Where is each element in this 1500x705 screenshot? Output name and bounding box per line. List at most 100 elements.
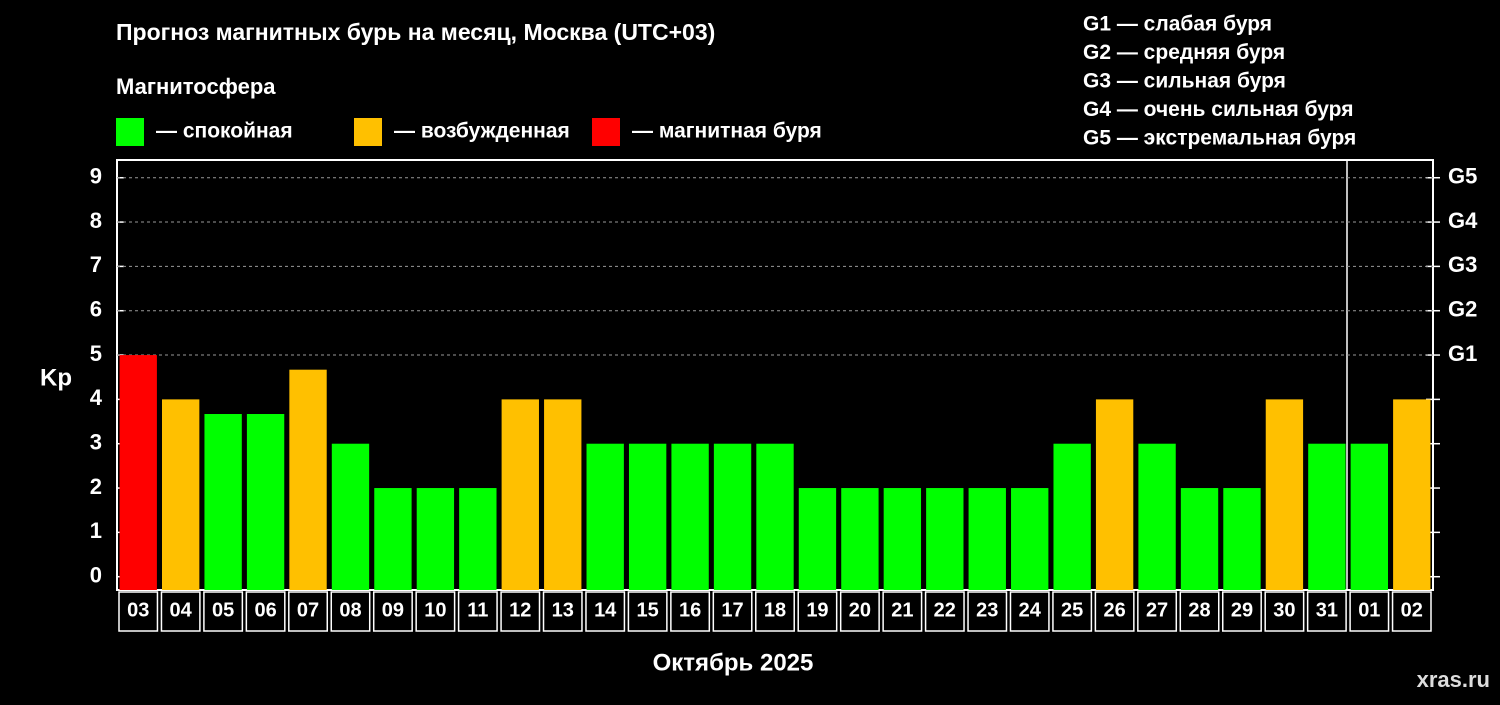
x-tick-label: 05 — [212, 599, 234, 621]
x-tick-box — [160, 591, 201, 632]
bar — [119, 355, 157, 590]
x-tick-label: 29 — [1231, 599, 1253, 621]
x-tick-label: 13 — [552, 599, 574, 621]
scale-note: G2 — средняя буря — [1083, 41, 1285, 64]
y-tick-label: 7 — [90, 252, 102, 277]
x-tick-box — [500, 591, 541, 632]
x-tick-label: 16 — [679, 599, 701, 621]
x-tick-label: 18 — [764, 599, 786, 621]
x-tick-label: 12 — [509, 599, 531, 621]
x-tick-label: 20 — [849, 599, 871, 621]
y-tick-label: 1 — [90, 518, 102, 543]
x-tick-label: 11 — [467, 599, 488, 621]
y-tick-label: 5 — [90, 341, 102, 366]
x-tick-box — [330, 591, 371, 632]
y2-tick-label: G5 — [1448, 164, 1477, 189]
x-tick-label: 15 — [637, 599, 659, 621]
bar — [671, 443, 709, 590]
y-axis-label: Kp — [40, 364, 72, 391]
x-tick-box — [797, 591, 838, 632]
legend-swatch — [354, 118, 382, 146]
x-tick-label: 06 — [254, 599, 276, 621]
x-tick-label: 07 — [297, 599, 319, 621]
x-tick-box — [1306, 591, 1347, 632]
legend-label: — возбужденная — [394, 120, 570, 143]
y-tick-label: 2 — [90, 474, 102, 499]
bar — [1011, 488, 1049, 590]
x-tick-box — [924, 591, 965, 632]
x-tick-label: 31 — [1316, 599, 1338, 621]
y-tick-label: 9 — [90, 164, 102, 189]
y-tick-label: 4 — [90, 385, 103, 410]
x-tick-box — [1137, 591, 1178, 632]
x-tick-box — [118, 591, 159, 632]
x-tick-box — [627, 591, 668, 632]
x-tick-label: 24 — [1019, 599, 1042, 621]
x-tick-box — [1094, 591, 1135, 632]
x-tick-label: 17 — [721, 599, 743, 621]
bar — [1223, 488, 1261, 590]
x-tick-label: 25 — [1061, 599, 1083, 621]
bar — [798, 488, 837, 590]
x-tick-label: 04 — [170, 599, 193, 621]
bar — [756, 443, 794, 590]
y-tick-label: 0 — [90, 563, 102, 588]
x-tick-box — [967, 591, 1008, 632]
bar — [374, 488, 412, 590]
x-tick-box — [288, 591, 329, 632]
legend-label: — магнитная буря — [632, 120, 822, 143]
chart-title: Прогноз магнитных бурь на месяц, Москва … — [116, 19, 715, 45]
bar — [1138, 443, 1176, 590]
scale-note: G1 — слабая буря — [1083, 13, 1272, 36]
y2-tick-label: G2 — [1448, 297, 1477, 322]
x-tick-box — [585, 591, 626, 632]
x-tick-box — [839, 591, 880, 632]
bar — [1180, 488, 1219, 590]
bar — [841, 488, 879, 590]
legend-swatch — [592, 118, 620, 146]
x-tick-box — [670, 591, 711, 632]
x-tick-box — [245, 591, 286, 632]
x-tick-label: 28 — [1188, 599, 1210, 621]
x-tick-box — [1349, 591, 1390, 632]
x-tick-box — [882, 591, 923, 632]
bar — [544, 399, 582, 590]
subtitle: Магнитосфера — [116, 74, 276, 99]
bar — [1393, 399, 1431, 590]
bar — [968, 488, 1006, 590]
x-tick-label: 21 — [891, 599, 913, 621]
x-tick-label: 23 — [976, 599, 998, 621]
x-tick-box — [372, 591, 413, 632]
x-tick-box — [1052, 591, 1093, 632]
y-tick-label: 3 — [90, 430, 102, 455]
y2-tick-label: G3 — [1448, 252, 1477, 277]
x-tick-label: 09 — [382, 599, 404, 621]
x-tick-label: 22 — [934, 599, 956, 621]
bar — [713, 443, 752, 590]
x-tick-label: 08 — [339, 599, 361, 621]
watermark: xras.ru — [1417, 667, 1490, 692]
x-tick-label: 27 — [1146, 599, 1168, 621]
x-tick-label: 02 — [1401, 599, 1423, 621]
x-tick-box — [1264, 591, 1305, 632]
x-tick-label: 19 — [806, 599, 828, 621]
bar — [1265, 399, 1304, 590]
x-tick-label: 03 — [127, 599, 149, 621]
x-tick-label: 30 — [1273, 599, 1295, 621]
x-tick-box — [1009, 591, 1050, 632]
bar — [883, 488, 922, 590]
x-tick-box — [712, 591, 753, 632]
scale-note: G5 — экстремальная буря — [1083, 127, 1356, 150]
x-tick-box — [1221, 591, 1262, 632]
bar — [161, 399, 200, 590]
legend-label: — спокойная — [156, 120, 293, 143]
x-tick-label: 14 — [594, 599, 617, 621]
bar — [501, 399, 539, 590]
bar — [1095, 399, 1134, 590]
bar — [204, 414, 242, 590]
bar — [1053, 443, 1091, 590]
scale-note: G3 — сильная буря — [1083, 70, 1286, 93]
x-tick-box — [542, 591, 583, 632]
bar — [289, 369, 327, 590]
y2-tick-label: G1 — [1448, 341, 1477, 366]
